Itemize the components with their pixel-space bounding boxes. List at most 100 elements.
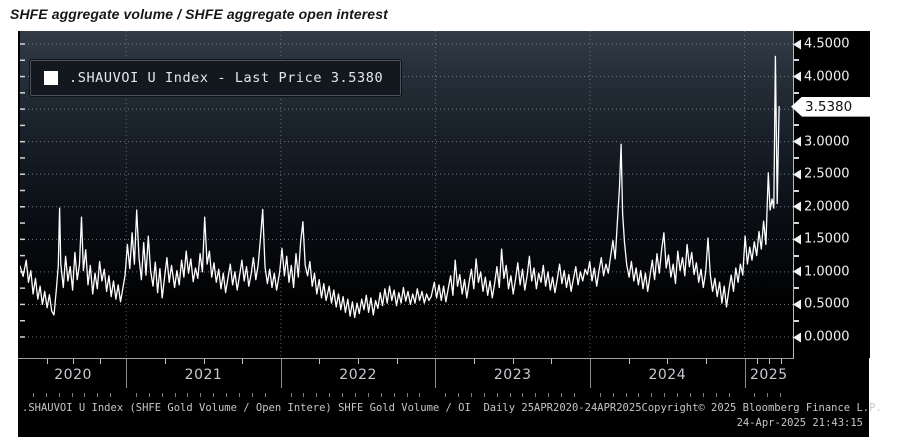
y-tick-label: 4.5000 bbox=[804, 36, 850, 52]
month-tick bbox=[767, 393, 769, 397]
y-tick-label: 1.5000 bbox=[804, 231, 850, 247]
month-tick bbox=[84, 393, 86, 397]
year-divider bbox=[435, 359, 437, 388]
year-divider bbox=[126, 359, 128, 388]
y-minor-tick bbox=[794, 287, 799, 290]
month-tick bbox=[406, 393, 408, 397]
y-tick-2.5000: 2.5000 bbox=[793, 167, 850, 182]
tick-arrow-icon bbox=[793, 299, 801, 310]
month-tick bbox=[97, 393, 99, 397]
month-tick bbox=[728, 393, 730, 397]
y-axis: 4.5000 4.0000 3.0000 2.5000 2.0000 1.5000 1.00… bbox=[791, 31, 870, 358]
y-tick-label: 1.0000 bbox=[804, 264, 850, 280]
quarter-tick bbox=[474, 359, 476, 364]
price-line bbox=[20, 55, 780, 319]
legend-box[interactable]: .SHAUVOI U Index - Last Price 3.5380 bbox=[30, 60, 402, 96]
month-tick bbox=[625, 393, 627, 397]
quarter-tick bbox=[512, 359, 514, 364]
quarter-tick bbox=[242, 359, 244, 364]
y-tick-label: 2.0000 bbox=[804, 199, 850, 215]
month-tick bbox=[226, 393, 228, 397]
y-minor-tick bbox=[794, 91, 799, 94]
month-tick bbox=[110, 393, 112, 397]
tick-arrow-icon bbox=[793, 136, 801, 147]
month-tick bbox=[161, 393, 163, 397]
month-tick bbox=[458, 393, 460, 397]
y-tick-0.0000: 0.0000 bbox=[793, 330, 850, 345]
quarter-tick bbox=[705, 359, 707, 364]
y-tick-4.0000: 4.0000 bbox=[793, 69, 850, 84]
month-tick bbox=[638, 393, 640, 397]
month-tick bbox=[148, 393, 150, 397]
quarter-tick bbox=[99, 359, 101, 364]
month-tick bbox=[290, 393, 292, 397]
month-tick bbox=[380, 393, 382, 397]
month-tick bbox=[187, 393, 189, 397]
month-tick bbox=[32, 393, 34, 397]
y-minor-tick bbox=[794, 124, 799, 127]
month-tick bbox=[664, 393, 666, 397]
month-tick bbox=[651, 393, 653, 397]
year-divider bbox=[744, 359, 746, 388]
y-tick-label: 2.5000 bbox=[804, 166, 850, 182]
quarter-tick bbox=[203, 359, 205, 364]
plot-area[interactable]: .SHAUVOI U Index - Last Price 3.5380 bbox=[20, 31, 793, 358]
y-minor-tick bbox=[794, 59, 799, 62]
year-divider bbox=[280, 359, 282, 388]
chart-title: SHFE aggregate volume / SHFE aggregate o… bbox=[10, 6, 388, 22]
month-tick bbox=[135, 393, 137, 397]
y-tick-label: 0.5000 bbox=[804, 296, 850, 312]
month-tick bbox=[303, 393, 305, 397]
year-label-2023: 2023 bbox=[493, 367, 532, 383]
tick-arrow-icon bbox=[793, 266, 801, 277]
tick-arrow-icon bbox=[793, 71, 801, 82]
year-label-2022: 2022 bbox=[339, 367, 377, 383]
footer-series-description: .SHAUVOI U Index (SHFE Gold Volume / Ope… bbox=[22, 402, 642, 414]
year-divider bbox=[590, 359, 591, 388]
y-minor-tick bbox=[794, 319, 799, 322]
quarter-tick bbox=[780, 359, 782, 364]
footer-copyright: Copyright© 2025 Bloomberg Finance L.P. bbox=[641, 402, 882, 414]
quarter-tick bbox=[396, 359, 398, 364]
month-tick bbox=[342, 393, 344, 397]
month-tick bbox=[419, 393, 421, 397]
month-tick bbox=[780, 393, 782, 397]
tick-arrow-icon bbox=[793, 201, 801, 212]
month-tick bbox=[251, 393, 253, 397]
y-minor-tick bbox=[794, 156, 799, 159]
month-tick bbox=[573, 393, 575, 397]
quarter-tick bbox=[551, 359, 553, 364]
quarter-tick bbox=[628, 359, 630, 364]
y-minor-tick bbox=[794, 222, 799, 225]
quarter-tick bbox=[319, 359, 321, 364]
month-tick bbox=[509, 393, 511, 397]
last-price-tag: 3.5380 bbox=[791, 96, 870, 117]
y-tick-1.5000: 1.5000 bbox=[793, 232, 850, 247]
month-tick bbox=[612, 393, 614, 397]
month-tick bbox=[715, 393, 717, 397]
quarter-tick bbox=[73, 359, 75, 364]
month-tick bbox=[445, 393, 447, 397]
quarter-tick bbox=[756, 359, 758, 364]
month-tick bbox=[264, 393, 266, 397]
year-label-2021: 2021 bbox=[184, 367, 223, 383]
y-tick-2.0000: 2.0000 bbox=[793, 199, 850, 214]
month-tick bbox=[58, 393, 60, 397]
month-tick bbox=[174, 393, 176, 397]
quarter-tick bbox=[667, 359, 669, 364]
month-tick bbox=[71, 393, 73, 397]
month-tick bbox=[329, 393, 331, 397]
quarter-tick bbox=[46, 359, 48, 364]
month-tick bbox=[561, 393, 563, 397]
tick-arrow-icon bbox=[793, 39, 801, 49]
quarter-tick bbox=[164, 359, 166, 364]
year-label-2025: 2025 bbox=[749, 367, 788, 383]
month-tick bbox=[200, 393, 202, 397]
month-tick bbox=[213, 393, 215, 397]
legend-swatch-icon bbox=[44, 71, 58, 85]
month-tick bbox=[496, 393, 498, 397]
month-tick bbox=[45, 393, 47, 397]
month-tick bbox=[522, 393, 524, 397]
x-axis: 2020 2021 2022 2023 2024 2025 bbox=[18, 358, 869, 397]
legend-label: .SHAUVOI U Index - Last Price 3.5380 bbox=[69, 70, 384, 86]
